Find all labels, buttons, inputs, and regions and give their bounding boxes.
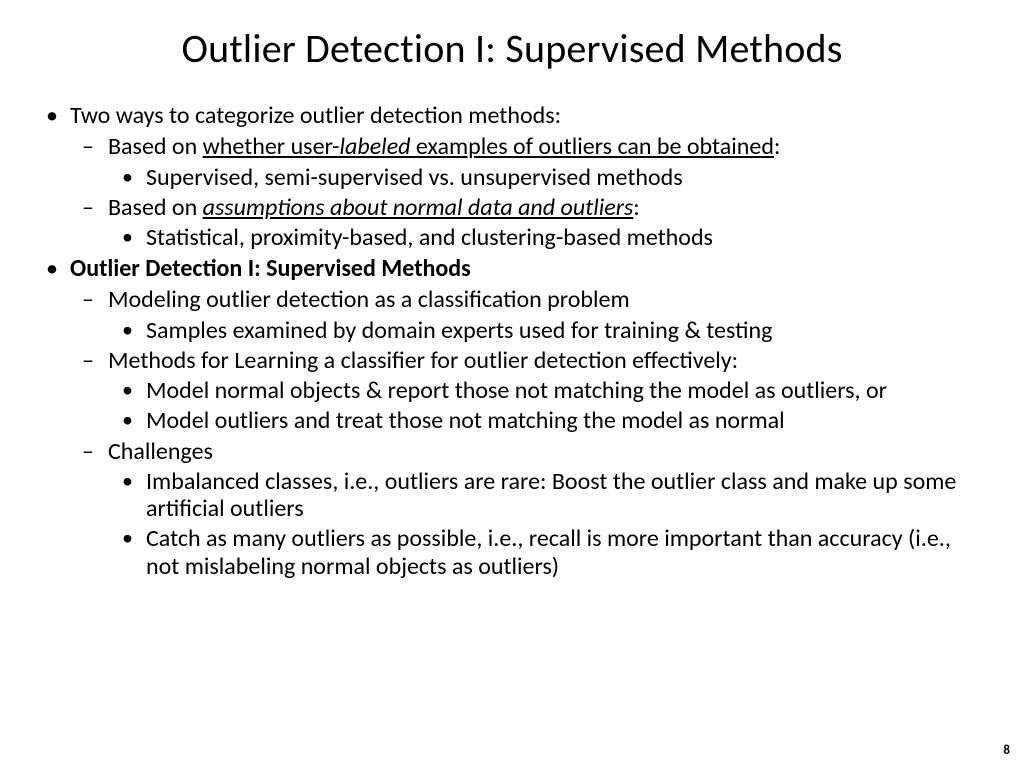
bullet-2-2-2: Model outliers and treat those not match…	[108, 407, 988, 435]
bullet-2-3-1: Imbalanced classes, i.e., outliers are r…	[108, 468, 988, 523]
bullet-2-2-1: Model normal objects & report those not …	[108, 377, 988, 405]
bullet-2-1-1: Samples examined by domain experts used …	[108, 317, 988, 345]
bullet-1-2-1: Statistical, proximity-based, and cluste…	[108, 224, 988, 252]
bullet-1-text: Two ways to categorize outlier detection…	[70, 101, 561, 130]
bullet-2-1: Modeling outlier detection as a classifi…	[70, 285, 988, 344]
bullet-2-2: Methods for Learning a classifier for ou…	[70, 346, 988, 434]
bullet-2-3: Challenges Imbalanced classes, i.e., out…	[70, 437, 988, 581]
bullet-1-2: Based on assumptions about normal data a…	[70, 193, 988, 252]
b1s2-u-i: assumptions about normal data and outlie…	[203, 193, 634, 222]
b1s1-pre: Based on	[108, 132, 203, 161]
b1s1-colon: :	[774, 132, 780, 161]
b1s2-pre: Based on	[108, 193, 203, 222]
bullet-2: Outlier Detection I: Supervised Methods …	[36, 254, 988, 580]
b1s2-colon: :	[633, 193, 639, 222]
bullet-2-3-2: Catch as many outliers as possible, i.e.…	[108, 525, 988, 580]
bullet-1-1: Based on whether user-labeled examples o…	[70, 132, 988, 191]
b1s1-u2: examples of outliers can be obtained	[411, 132, 774, 161]
b1s1-u1: whether user-	[203, 132, 340, 161]
bullet-1: Two ways to categorize outlier detection…	[36, 101, 988, 252]
bullet-1-1-1: Supervised, semi-supervised vs. unsuperv…	[108, 164, 988, 192]
bullet-list: Two ways to categorize outlier detection…	[36, 101, 988, 580]
b2s2-text: Methods for Learning a classifier for ou…	[108, 346, 738, 375]
b2s1-text: Modeling outlier detection as a classifi…	[108, 285, 630, 314]
slide-title: Outlier Detection I: Supervised Methods	[36, 24, 988, 73]
page-number: 8	[1003, 743, 1010, 758]
b1s1-u-i: labeled	[340, 132, 411, 161]
bullet-2-text: Outlier Detection I: Supervised Methods	[70, 254, 471, 283]
slide: Outlier Detection I: Supervised Methods …	[0, 0, 1024, 768]
b2s3-text: Challenges	[108, 437, 213, 466]
